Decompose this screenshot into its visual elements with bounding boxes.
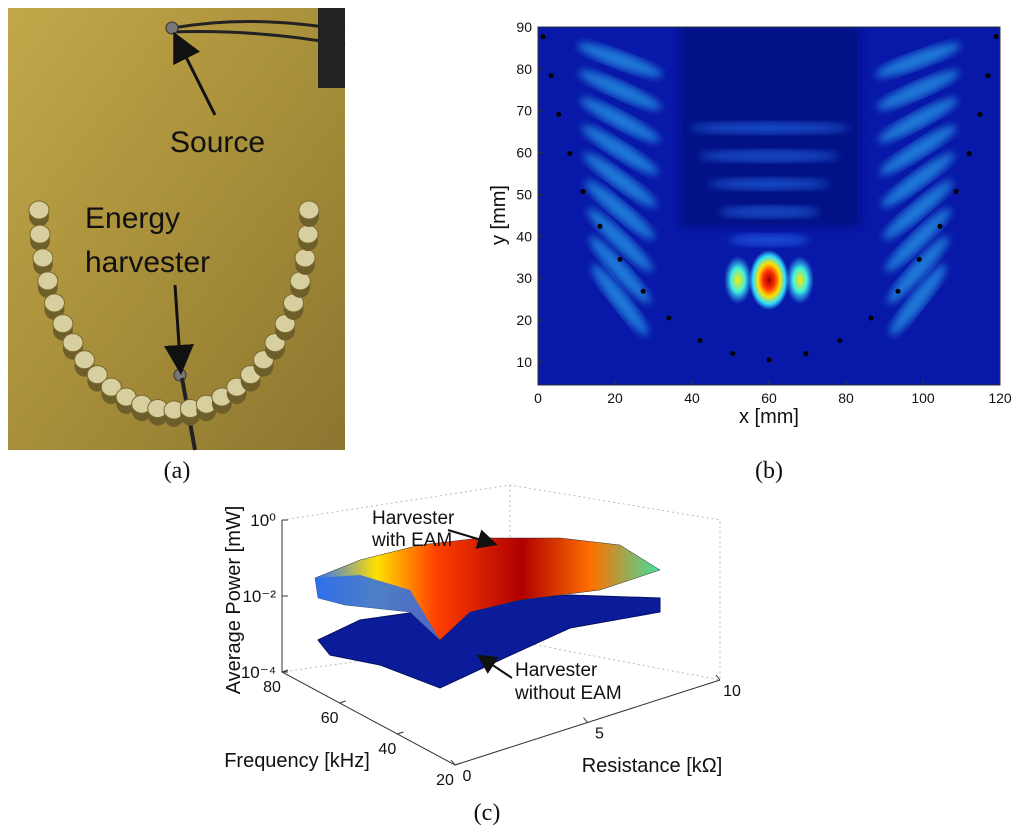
- x-tick-label: 100: [911, 390, 935, 406]
- point: [967, 151, 972, 156]
- point: [556, 112, 561, 117]
- x-tick: [455, 763, 461, 765]
- y-tick-label: 50: [516, 186, 532, 202]
- point: [549, 73, 554, 78]
- figure: Source Energy harvester (a) x [mm] y [mm…: [0, 0, 1016, 832]
- y-tick-label: 10: [516, 354, 532, 370]
- y-tick-label: 70: [516, 103, 532, 119]
- y-tick: [584, 718, 588, 723]
- annotation: without EAM: [514, 683, 622, 704]
- x-axis-title: x [mm]: [739, 406, 799, 428]
- x-tick-label: 40: [684, 390, 700, 406]
- x-tick-label: 80: [263, 679, 281, 696]
- panel-label: (c): [474, 800, 501, 826]
- point: [837, 338, 842, 343]
- source-disc: [166, 22, 178, 34]
- cylinder: [29, 201, 49, 219]
- cylinder: [44, 294, 64, 312]
- y-axis-title: y [mm]: [488, 185, 510, 245]
- y-tick-label: 0: [463, 768, 472, 785]
- point: [541, 34, 546, 39]
- y-tick-label: 90: [516, 19, 532, 35]
- point: [730, 351, 735, 356]
- cylinder: [38, 272, 58, 290]
- annotation: Harvester: [372, 508, 455, 529]
- point: [869, 316, 874, 321]
- point: [597, 224, 602, 229]
- heatmap-band: [729, 234, 809, 246]
- point: [767, 357, 772, 362]
- panel-label: (b): [755, 458, 783, 484]
- x-tick-label: 60: [321, 710, 339, 727]
- panel-c: Harvester with EAM Harvester without EAM…: [223, 485, 722, 826]
- point: [977, 112, 982, 117]
- point: [567, 151, 572, 156]
- cylinder: [298, 225, 318, 243]
- x-axis-title: Frequency [kHz]: [224, 750, 370, 772]
- point: [937, 224, 942, 229]
- panel-b: x [mm] y [mm] (b): [488, 27, 1000, 484]
- x-tick-label: 120: [988, 390, 1012, 406]
- x-tick-label: 40: [378, 741, 396, 758]
- surface-without-eam: [318, 595, 660, 688]
- heatmap-lobe: [724, 256, 752, 304]
- heatmap-focus: [749, 250, 789, 310]
- heatmap-band: [709, 178, 829, 190]
- panel-label: (a): [164, 458, 191, 484]
- cylinder: [299, 201, 319, 219]
- cylinder: [63, 334, 83, 352]
- point: [895, 289, 900, 294]
- heatmap-band: [689, 122, 849, 134]
- point: [803, 351, 808, 356]
- x-tick-label: 80: [838, 390, 854, 406]
- y-axis-title: Resistance [kΩ]: [582, 755, 723, 777]
- y-tick-label: 5: [595, 726, 604, 743]
- cylinder: [33, 249, 53, 267]
- annotation: Source: [170, 126, 265, 159]
- y-tick-label: 10: [723, 683, 741, 700]
- x-tick-label: 20: [436, 772, 454, 789]
- y-tick-label: 20: [516, 312, 532, 328]
- point: [994, 34, 999, 39]
- point: [618, 257, 623, 262]
- point: [698, 338, 703, 343]
- x-tick: [397, 732, 403, 734]
- point: [581, 189, 586, 194]
- point: [954, 189, 959, 194]
- z-tick-label: 10⁻²: [242, 587, 276, 606]
- heatmap-band: [719, 206, 819, 218]
- z-tick-label: 10⁰: [250, 511, 276, 530]
- point: [986, 73, 991, 78]
- cylinder: [53, 315, 73, 333]
- annotation: harvester: [85, 246, 210, 279]
- annotation: Harvester: [515, 660, 598, 681]
- cylinder: [290, 272, 310, 290]
- x-tick: [340, 701, 346, 703]
- y-tick-label: 60: [516, 145, 532, 161]
- arrow: [485, 660, 512, 678]
- x-tick-label: 60: [761, 390, 777, 406]
- y-tick-label: 80: [516, 61, 532, 77]
- annotation: with EAM: [371, 530, 452, 551]
- point: [666, 316, 671, 321]
- annotation: Energy: [85, 202, 180, 235]
- cylinder: [30, 225, 50, 243]
- point: [641, 289, 646, 294]
- cylinder: [74, 351, 94, 369]
- photo-detail: [318, 8, 345, 88]
- y-tick-label: 40: [516, 228, 532, 244]
- point: [917, 257, 922, 262]
- y-tick-label: 30: [516, 270, 532, 286]
- x-tick-label: 20: [607, 390, 623, 406]
- heatmap-lobe: [786, 256, 814, 304]
- cylinder: [295, 249, 315, 267]
- x-tick-label: 0: [534, 390, 542, 406]
- panel-a: Source Energy harvester (a): [8, 8, 345, 484]
- heatmap-band: [699, 150, 839, 162]
